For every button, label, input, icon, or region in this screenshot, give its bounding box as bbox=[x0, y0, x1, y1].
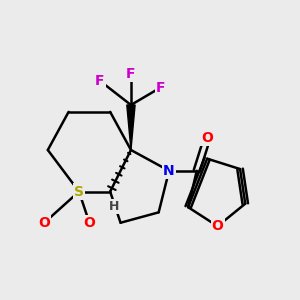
Text: O: O bbox=[38, 216, 50, 230]
Text: F: F bbox=[126, 67, 136, 81]
Text: S: S bbox=[74, 184, 84, 199]
Text: N: N bbox=[163, 164, 175, 178]
Text: F: F bbox=[156, 81, 165, 94]
Text: O: O bbox=[212, 219, 224, 233]
Text: O: O bbox=[83, 216, 95, 230]
Polygon shape bbox=[127, 105, 135, 150]
Text: H: H bbox=[108, 200, 119, 213]
Text: F: F bbox=[95, 74, 104, 88]
Text: O: O bbox=[201, 131, 213, 145]
